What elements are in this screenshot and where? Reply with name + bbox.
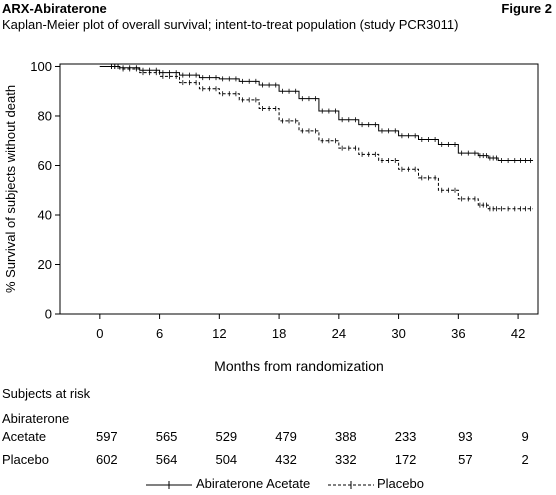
risk-cell: 2 xyxy=(521,452,529,467)
risk-cell: 597 xyxy=(95,429,118,444)
x-tick-label: 18 xyxy=(272,326,286,341)
y-tick-label: 60 xyxy=(38,158,52,173)
x-tick-label: 36 xyxy=(451,326,465,341)
risk-cell: 9 xyxy=(521,429,529,444)
risk-cell: 479 xyxy=(275,429,297,444)
x-axis-label: Months from randomization xyxy=(214,358,384,374)
survival-chart: 0 20 40 60 80 100 0 6 12 18 24 30 36 42 % Survival o… xyxy=(3,59,539,341)
risk-cell: 602 xyxy=(95,452,118,467)
risk-cell: 529 xyxy=(215,429,238,444)
x-tick-label: 6 xyxy=(156,326,163,341)
y-tick-label: 0 xyxy=(45,307,52,322)
plot-frame xyxy=(59,63,539,315)
risk-cell: 93 xyxy=(458,429,473,444)
risk-cell: 332 xyxy=(334,452,357,467)
risk-cell: 233 xyxy=(394,429,417,444)
x-tick-label: 12 xyxy=(212,326,226,341)
y-tick-label: 80 xyxy=(38,108,52,123)
x-tick-label: 0 xyxy=(96,326,103,341)
y-axis-label: % Survival of subjects without death xyxy=(3,85,18,293)
x-axis: 0 6 12 18 24 30 36 42 xyxy=(96,314,525,341)
risk-row-name: Placebo xyxy=(2,452,49,467)
y-tick-label: 100 xyxy=(30,59,52,74)
y-tick-label: 20 xyxy=(38,257,52,272)
risk-table-title: Subjects at risk xyxy=(2,386,91,401)
legend-dashed-line-icon xyxy=(328,481,374,489)
risk-cell: 388 xyxy=(334,429,357,444)
figure-label: Figure 2 xyxy=(501,1,552,16)
y-axis: 0 20 40 60 80 100 xyxy=(30,59,60,322)
series-layer xyxy=(99,63,534,212)
risk-cell: 432 xyxy=(275,452,297,467)
risk-row-name: Abiraterone xyxy=(2,411,70,426)
risk-cell: 172 xyxy=(394,452,417,467)
risk-cell: 564 xyxy=(155,452,178,467)
chart-subtitle: Kaplan-Meier plot of overall survival; i… xyxy=(2,17,459,32)
risk-row-name-line2: Acetate xyxy=(2,429,47,444)
risk-cell: 565 xyxy=(155,429,178,444)
x-tick-label: 30 xyxy=(391,326,405,341)
series-line-placebo xyxy=(99,65,534,210)
series-line-abiraterone xyxy=(99,65,534,162)
risk-cell: 504 xyxy=(215,452,238,467)
x-tick-label: 42 xyxy=(511,326,525,341)
y-tick-label: 40 xyxy=(38,207,52,222)
legend-item-abiraterone: Abiraterone Acetate xyxy=(196,476,311,491)
legend-item-placebo: Placebo xyxy=(377,476,424,491)
legend-solid-line-icon xyxy=(146,481,192,489)
x-tick-label: 24 xyxy=(332,326,346,341)
risk-cell: 57 xyxy=(458,452,473,467)
report-title: ARX-Abiraterone xyxy=(2,1,107,16)
